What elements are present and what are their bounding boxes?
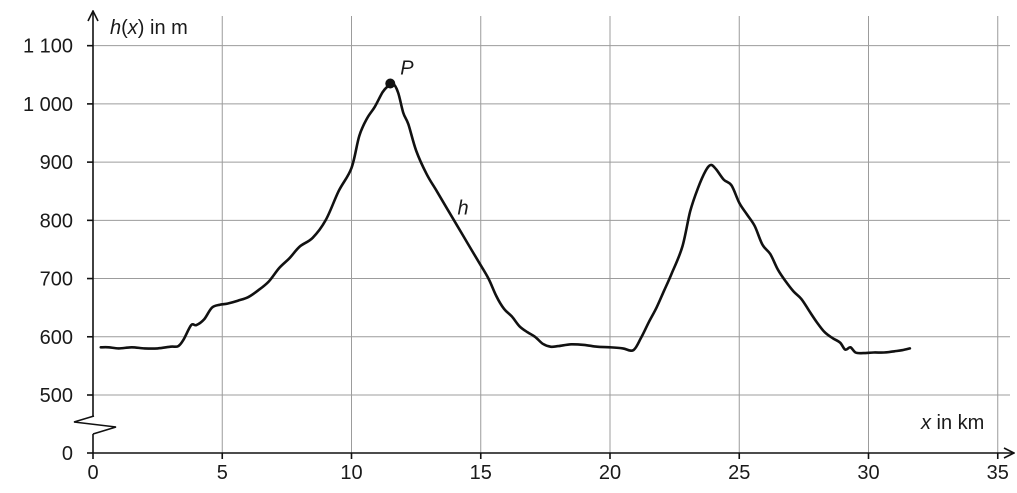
y-tick-label-700: 700 [40, 269, 73, 291]
y-tick-label-500: 500 [40, 385, 73, 407]
x-tick-label-10: 10 [340, 462, 362, 484]
annotations: Ph [385, 58, 469, 220]
point-label-P: P [400, 58, 414, 80]
curve-label-h: h [457, 198, 468, 220]
x-tick-label-5: 5 [217, 462, 228, 484]
x-tick-label-15: 15 [470, 462, 492, 484]
x-ticks [92, 453, 999, 459]
x-tick-label-30: 30 [857, 462, 879, 484]
point-P [385, 78, 396, 89]
y-tick-label-600: 600 [40, 327, 73, 349]
y-tick-label-0: 0 [62, 443, 73, 465]
y-tick-label-800: 800 [40, 210, 73, 232]
grid [93, 16, 1010, 453]
y-tick-labels: 0 500 600 700 800 900 1 000 1 100 [23, 36, 73, 465]
x-tick-label-0: 0 [87, 462, 98, 484]
series-h-line [99, 82, 912, 355]
x-tick-labels: 0 5 10 15 20 25 30 35 [87, 462, 1008, 484]
y-axis-label: h(x) in m [110, 17, 188, 39]
y-tick-label-900: 900 [40, 152, 73, 174]
y-ticks [87, 44, 93, 454]
y-tick-label-1000: 1 000 [23, 94, 73, 116]
x-axis-label: x in km [920, 412, 984, 434]
y-axis-break-mark [73, 415, 117, 435]
x-tick-label-20: 20 [599, 462, 621, 484]
x-tick-label-35: 35 [987, 462, 1009, 484]
y-tick-label-1100: 1 100 [23, 36, 73, 58]
x-tick-label-25: 25 [728, 462, 750, 484]
